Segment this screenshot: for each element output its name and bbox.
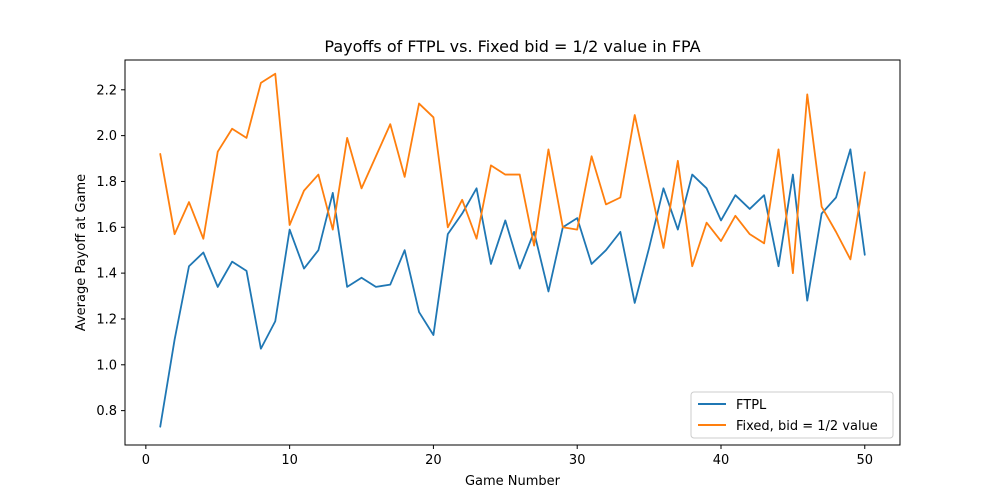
x-tick-label: 0 xyxy=(142,453,150,468)
legend-label-ftpl: FTPL xyxy=(736,398,767,413)
x-tick-label: 10 xyxy=(281,453,298,468)
x-axis: 0 10 20 30 40 50 xyxy=(142,445,873,468)
y-tick-label: 0.8 xyxy=(96,404,117,419)
series-line-ftpl xyxy=(159,148,866,428)
y-axis: 0.8 1.0 1.2 1.4 1.6 1.8 2.0 2.2 xyxy=(96,83,125,419)
y-tick-label: 1.8 xyxy=(96,175,117,190)
y-tick-label: 1.0 xyxy=(96,358,117,373)
x-tick-label: 50 xyxy=(856,453,873,468)
y-tick-label: 2.0 xyxy=(96,129,117,144)
y-tick-label: 2.2 xyxy=(96,83,117,98)
y-tick-label: 1.4 xyxy=(96,267,117,282)
series-layer xyxy=(159,72,866,428)
legend-box xyxy=(690,391,894,439)
series-line-fixed-bid xyxy=(159,72,866,275)
legend-label-fixed: Fixed, bid = 1/2 value xyxy=(736,419,878,434)
x-tick-label: 30 xyxy=(569,453,586,468)
y-tick-label: 1.6 xyxy=(96,221,117,236)
x-axis-label: Game Number xyxy=(465,474,561,489)
x-tick-label: 40 xyxy=(713,453,730,468)
y-axis-label: Average Payoff at Game xyxy=(74,174,89,331)
x-tick-label: 20 xyxy=(425,453,442,468)
plot-area-frame xyxy=(124,59,901,446)
legend: FTPL Fixed, bid = 1/2 value xyxy=(690,391,894,439)
y-tick-label: 1.2 xyxy=(96,312,117,327)
chart-title: Payoffs of FTPL vs. Fixed bid = 1/2 valu… xyxy=(324,37,700,56)
